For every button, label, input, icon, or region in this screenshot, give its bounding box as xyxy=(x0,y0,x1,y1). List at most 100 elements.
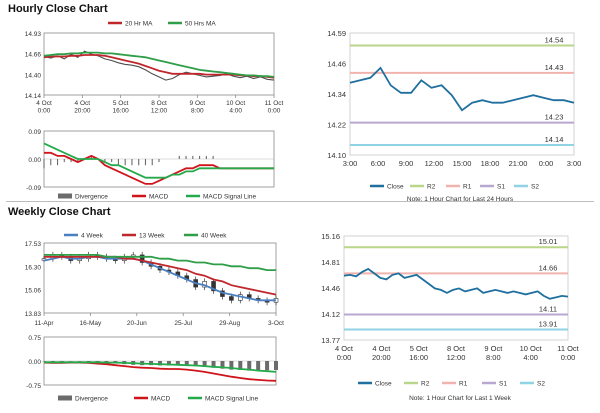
weekly-macd-divergence-bar xyxy=(59,361,64,362)
weekly-macd-y-tick-label: -0.75 xyxy=(26,383,41,390)
hourly-levels-x-tick-label: 3:00 xyxy=(343,159,358,168)
weekly-price-y-tick-label: 13.83 xyxy=(25,311,42,318)
hourly-price-x-tick-label: 9 Oct 8:00 xyxy=(190,100,206,115)
hourly-levels-x-tick-label: 12:00 xyxy=(425,159,444,168)
weekly-price-candle-body xyxy=(229,296,234,301)
weekly-levels-x-tick-label-line: 4 Oct xyxy=(372,344,391,353)
hourly-price-y-tick-label: 14.93 xyxy=(25,31,42,38)
weekly-price-x-tick-label: 20-Jun xyxy=(127,320,147,327)
hourly-price-x-tick-label-line: 20:00 xyxy=(74,108,91,115)
weekly-price-x-tick-label: 25-Jul xyxy=(174,320,192,327)
weekly-price-x-tick-label: 16-May xyxy=(80,320,102,327)
hourly-price-x-tick-label-line: 8 Oct xyxy=(151,100,167,107)
hourly-price-x-tick-label: 4 Oct 0:00 xyxy=(36,100,52,115)
hourly-price-x-tick-label-line: 8:00 xyxy=(191,108,204,115)
hourly-levels-x-tick-label: 3:00 xyxy=(567,159,582,168)
hourly-levels-plot-frame xyxy=(349,32,575,156)
weekly-levels-x-tick-label-line: 0:00 xyxy=(561,353,576,362)
weekly-levels-y-tick-label: 13.77 xyxy=(321,336,340,345)
weekly-chart-title: Weekly Close Chart xyxy=(8,206,111,218)
weekly-levels-x-tick-label: 10 Oct 4:00 xyxy=(520,344,543,362)
hourly-macd-legend-label: MACD xyxy=(149,194,168,201)
hourly-levels-level-label-s1: 14.23 xyxy=(545,113,564,122)
weekly-levels-x-tick-label-line: 9 Oct xyxy=(484,344,503,353)
hourly-price-x-tick-label: 8 Oct 12:00 xyxy=(151,100,168,115)
weekly-levels-x-tick-label-line: 20:00 xyxy=(372,353,391,362)
hourly-levels-x-tick-label: 9:00 xyxy=(399,159,414,168)
weekly-macd-divergence-bar xyxy=(193,361,198,367)
hourly-price-x-tick-label: 11 Oct 0:00 xyxy=(265,100,284,115)
hourly-levels-x-tick-label: 18:00 xyxy=(481,159,500,168)
hourly-levels-legend-label: R2 xyxy=(427,184,436,191)
hourly-levels-close-line xyxy=(349,66,575,112)
weekly-levels-level-label-s1: 14.11 xyxy=(539,305,557,314)
hourly-price-x-tick-label: 10 Oct 4:00 xyxy=(226,100,245,115)
weekly-levels-legend-label: S1 xyxy=(499,381,507,388)
weekly-price-legend-label: 13 Week xyxy=(139,233,165,240)
hourly-levels-y-tick-label: 14.59 xyxy=(327,29,346,38)
hourly-levels-x-tick-label: 21:00 xyxy=(509,159,528,168)
hourly-levels-x-tick-label-line: 6:00 xyxy=(371,159,386,168)
hourly-levels-x-tick-label-line: 0:00 xyxy=(539,159,554,168)
weekly-price-x-tick-label-line: 11-Apr xyxy=(34,320,54,327)
weekly-price-line-13-week xyxy=(44,255,277,296)
hourly-levels-y-tick-label: 14.46 xyxy=(327,60,346,69)
hourly-price-x-tick-label-line: 0:00 xyxy=(268,108,281,115)
hourly-levels-y-tick-label: 14.22 xyxy=(327,121,346,130)
hourly-levels-x-tick-label-line: 3:00 xyxy=(343,159,358,168)
weekly-levels-x-tick-label-line: 12:00 xyxy=(447,353,466,362)
weekly-levels-x-tick-label-line: 4 Oct xyxy=(335,344,354,353)
weekly-macd-legend-label: MACD Signal Line xyxy=(205,396,258,403)
weekly-macd-divergence-bar xyxy=(211,361,216,368)
hourly-price-x-tick-label: 5 Oct 16:00 xyxy=(113,100,130,115)
hourly-price-x-tick-label-line: 16:00 xyxy=(113,108,130,115)
hourly-levels-level-label-r2: 14.54 xyxy=(545,35,564,44)
hourly-levels-level-label-r1: 14.43 xyxy=(545,63,564,72)
weekly-levels-x-tick-label-line: 10 Oct xyxy=(520,344,543,353)
weekly-levels-x-tick-label-line: 0:00 xyxy=(337,353,352,362)
weekly-levels-x-tick-label: 4 Oct 20:00 xyxy=(372,344,391,362)
weekly-levels-x-tick-label: 8 Oct 12:00 xyxy=(447,344,466,362)
weekly-macd-divergence-bar xyxy=(86,361,91,362)
weekly-levels-y-tick-label: 15.16 xyxy=(321,232,340,241)
weekly-price-y-tick-label: 17.53 xyxy=(25,241,42,248)
weekly-levels-legend-label: S2 xyxy=(537,381,545,388)
weekly-levels-x-tick-label: 11 Oct 0:00 xyxy=(557,344,579,362)
hourly-price-x-tick-label-line: 11 Oct xyxy=(265,100,284,107)
weekly-macd-divergence-bar xyxy=(274,361,278,370)
weekly-macd-line-macd-signal-line xyxy=(44,361,277,373)
weekly-levels-x-tick-label-line: 16:00 xyxy=(409,353,428,362)
weekly-levels-y-tick-label: 14.81 xyxy=(321,258,340,267)
hourly-levels-legend-label: Close xyxy=(387,184,404,191)
hourly-macd-y-tick-label: -0.09 xyxy=(26,185,41,192)
weekly-levels-level-label-s2: 13.91 xyxy=(539,320,558,329)
weekly-macd-legend-label: Divergence xyxy=(75,396,108,403)
hourly-levels-x-tick-label-line: 12:00 xyxy=(425,159,444,168)
weekly-levels-note: Note: 1 Hour Chart for Last 1 Week xyxy=(409,395,512,402)
hourly-levels-x-tick-label-line: 21:00 xyxy=(509,159,528,168)
hourly-price-x-tick-label-line: 10 Oct xyxy=(226,100,245,107)
weekly-macd-divergence-bar xyxy=(166,361,171,366)
weekly-macd-divergence-bar xyxy=(202,361,207,367)
weekly-price-x-tick-label-line: 29-Aug xyxy=(219,320,240,327)
hourly-price-y-tick-label: 14.40 xyxy=(25,72,42,79)
weekly-levels-plot-frame xyxy=(343,235,569,341)
weekly-macd-divergence-bar xyxy=(50,361,55,362)
weekly-levels-x-tick-label: 5 Oct 16:00 xyxy=(409,344,428,362)
weekly-levels-x-tick-label-line: 8:00 xyxy=(486,353,501,362)
hourly-levels-legend-label: S1 xyxy=(497,184,505,191)
hourly-price-x-tick-label: 4 Oct 20:00 xyxy=(74,100,91,115)
hourly-price-x-tick-label-line: 0:00 xyxy=(38,108,51,115)
hourly-macd-line-macd-signal-line xyxy=(43,142,274,179)
weekly-levels-legend-label: Close xyxy=(375,381,392,388)
weekly-macd-divergence-bar xyxy=(247,361,252,371)
weekly-price-x-tick-label-line: 3-Oct xyxy=(268,320,284,327)
section-divider xyxy=(6,201,594,202)
weekly-macd-divergence-bar xyxy=(256,361,261,371)
weekly-price-legend-label: 40 Week xyxy=(201,233,227,240)
weekly-levels-close-line xyxy=(343,267,569,300)
weekly-levels-level-label-r2: 15.01 xyxy=(539,237,558,246)
weekly-price-plot-frame xyxy=(43,242,277,314)
weekly-price-y-tick-label: 15.06 xyxy=(25,288,42,295)
